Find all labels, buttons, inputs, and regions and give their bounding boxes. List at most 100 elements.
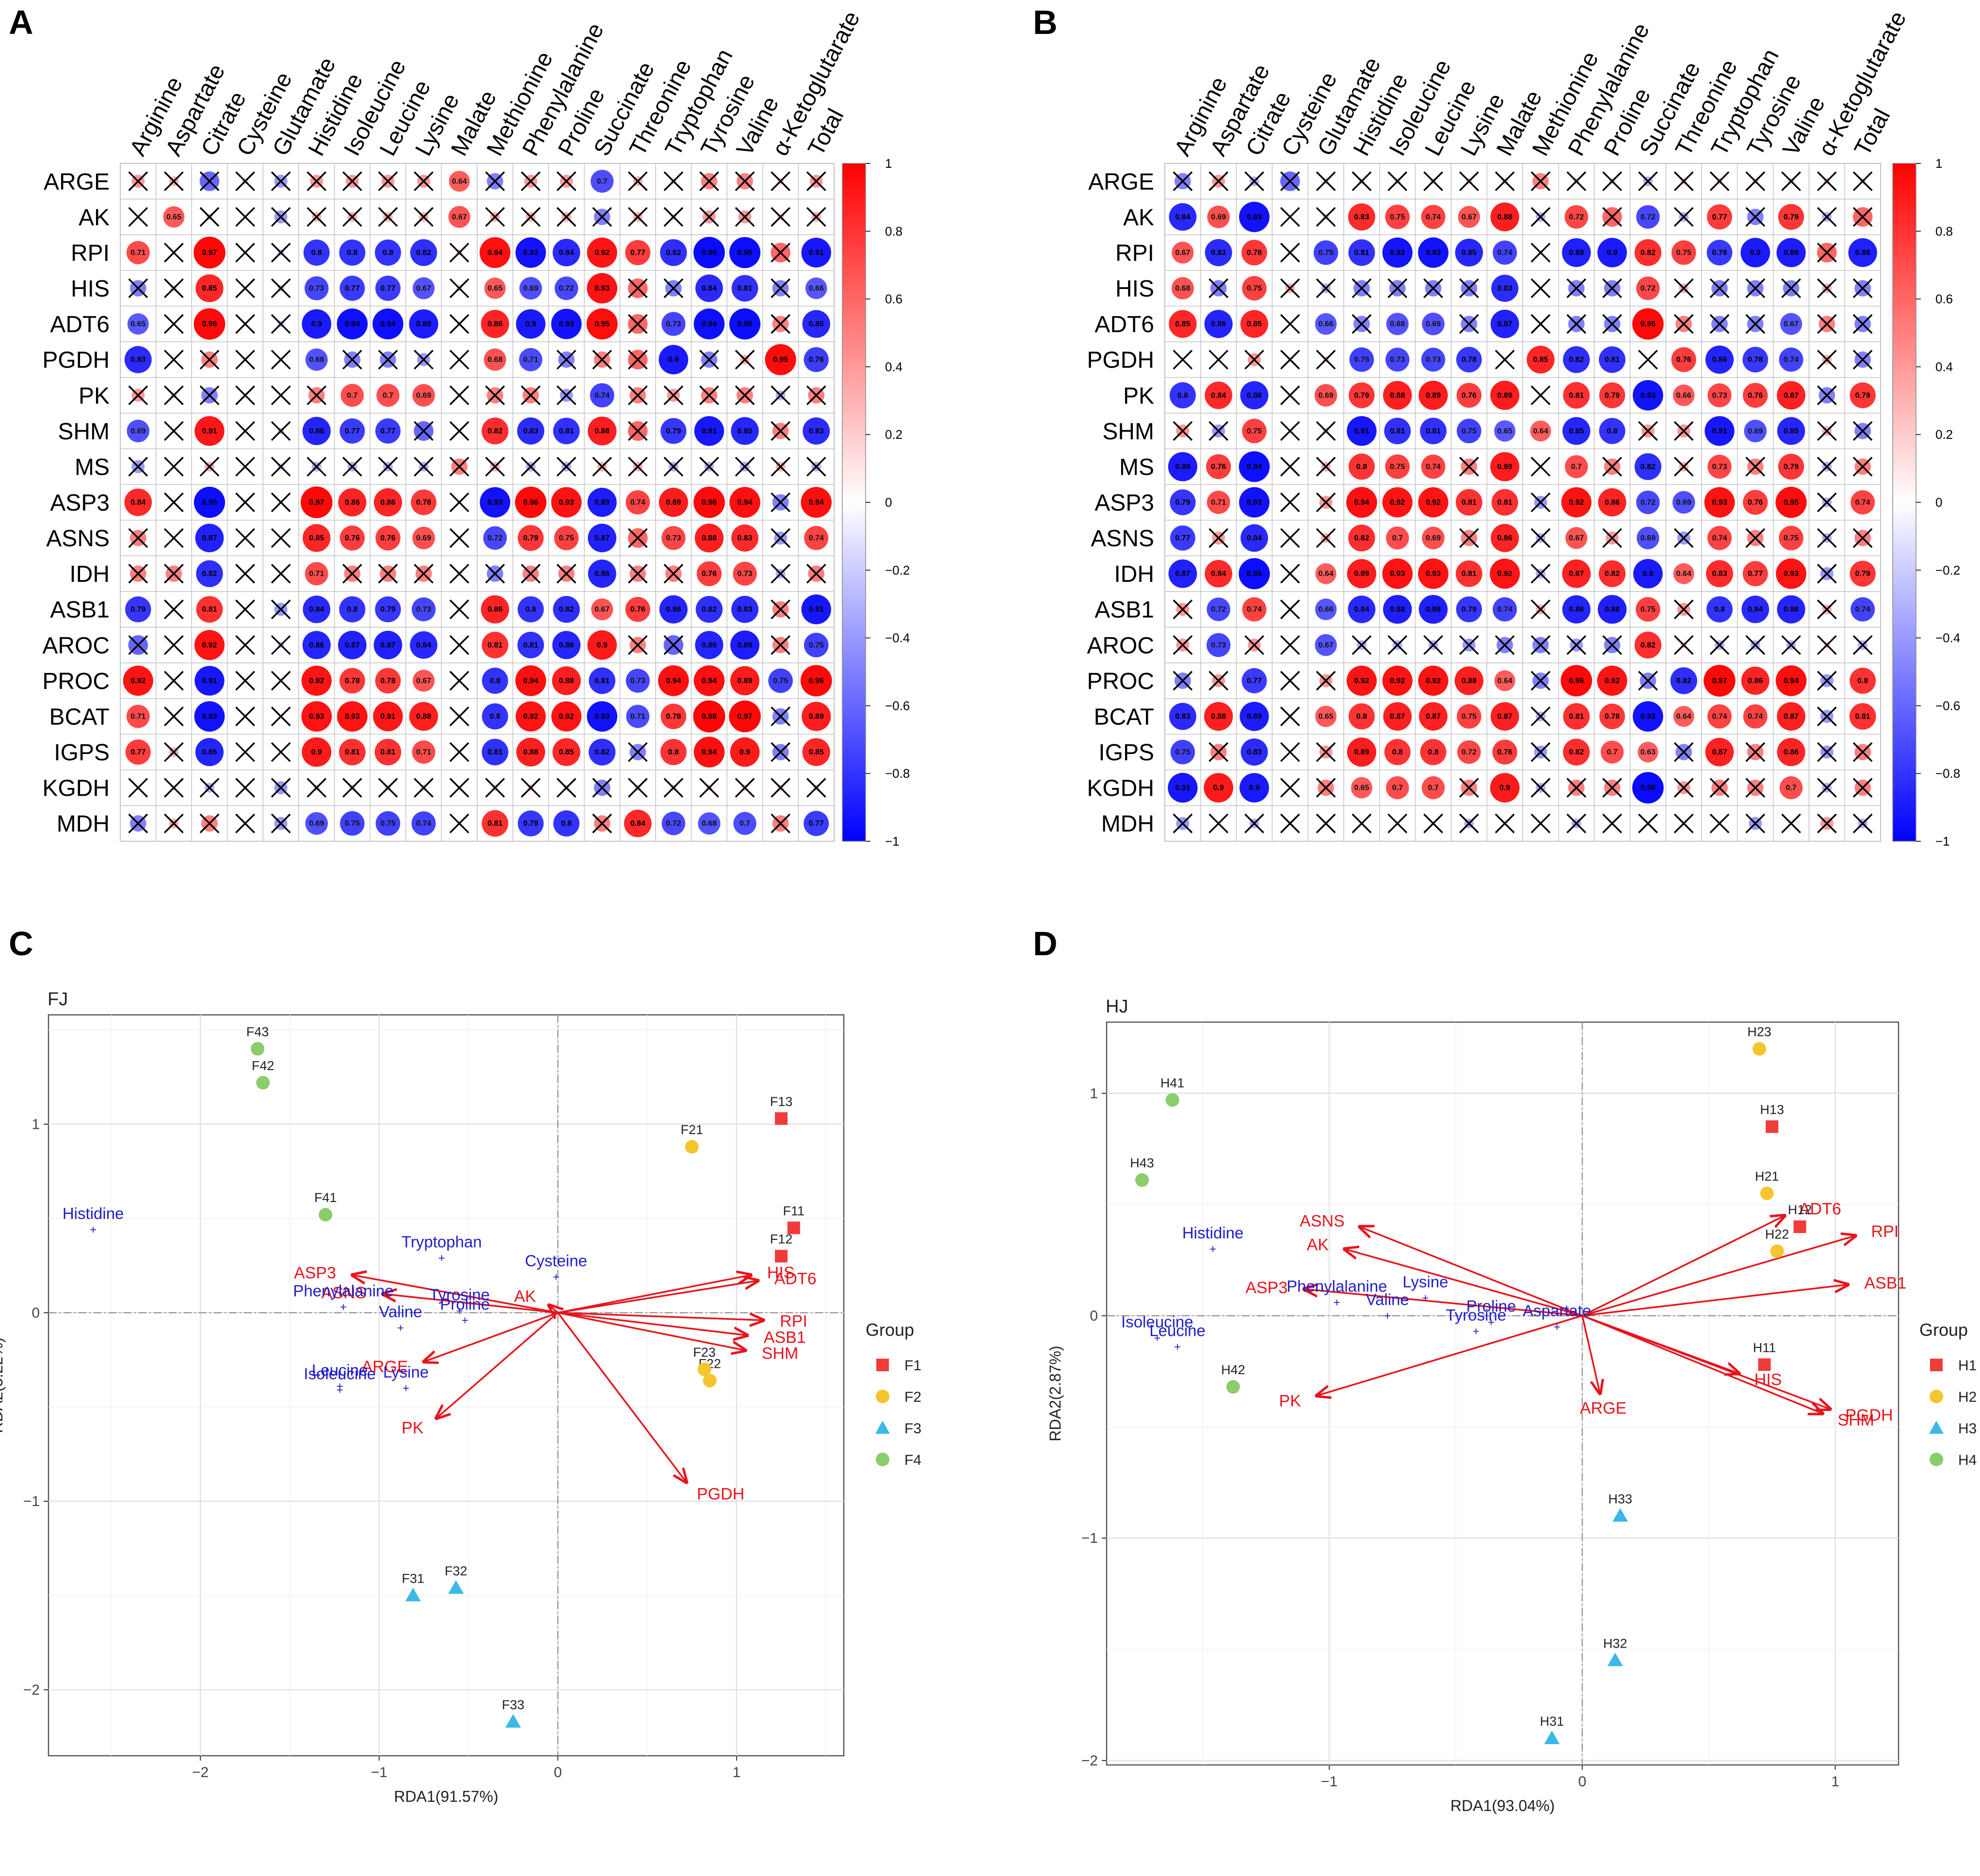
- correlation-circle: [660, 739, 687, 766]
- correlation-value: 0.67: [1462, 213, 1477, 221]
- correlation-value: 0.79: [1175, 498, 1190, 507]
- sample-square: [1793, 1220, 1806, 1233]
- correlation-circle: [659, 595, 688, 624]
- sample-triangle: [405, 1587, 421, 1602]
- correlation-circle: [1315, 563, 1336, 584]
- insignificant-cross: [735, 457, 755, 477]
- correlation-circle: [1169, 703, 1196, 730]
- colorbar-tick-label: 0.4: [885, 359, 902, 374]
- correlation-value: 0.7: [1392, 784, 1403, 792]
- correlation-value: 0.7: [1428, 784, 1438, 792]
- correlation-circle: [1706, 596, 1733, 623]
- insignificant-cross: [449, 278, 469, 298]
- x-axis-label: RDA1(93.04%): [1450, 1797, 1555, 1814]
- correlation-value: 0.76: [702, 570, 717, 578]
- variable-marker: +: [337, 1380, 343, 1393]
- correlation-value: 0.65: [1319, 712, 1334, 721]
- correlation-value: 0.75: [1354, 356, 1369, 364]
- correlation-circle: [1313, 240, 1338, 265]
- colorbar-tick-label: −1: [1935, 834, 1950, 849]
- correlation-value: 0.82: [559, 606, 574, 614]
- colorbar-tick-label: 1: [885, 156, 892, 171]
- insignificant-cross: [1530, 171, 1551, 192]
- correlation-value: 0.69: [309, 819, 324, 828]
- insignificant-cross: [449, 242, 469, 263]
- variable-label: Phenylalanine: [293, 1282, 393, 1300]
- correlation-circle: [1458, 206, 1480, 228]
- sample-label: H12: [1788, 1203, 1812, 1217]
- y-tick-label: 0: [1090, 1308, 1098, 1324]
- sample-circle: [1226, 1380, 1240, 1394]
- correlation-circle: [1383, 595, 1412, 624]
- insignificant-cross: [1745, 778, 1766, 798]
- correlation-value: 0.96: [523, 498, 538, 507]
- insignificant-cross: [771, 742, 790, 762]
- correlation-circle: [693, 486, 725, 518]
- correlation-value: 0.9: [311, 320, 322, 328]
- y-tick-label: −1: [23, 1493, 40, 1509]
- correlation-value: 0.72: [559, 285, 574, 293]
- correlation-value: 0.88: [523, 748, 538, 756]
- insignificant-cross: [1602, 635, 1622, 655]
- insignificant-cross: [1316, 813, 1336, 834]
- correlation-circle: [1207, 633, 1231, 657]
- insignificant-cross: [699, 171, 719, 192]
- correlation-circle: [480, 487, 511, 518]
- correlation-circle: [1850, 382, 1876, 408]
- y-tick-label: −2: [1081, 1753, 1098, 1769]
- correlation-circle: [412, 527, 435, 549]
- sample-label: F41: [314, 1190, 337, 1205]
- correlation-value: 0.73: [1712, 463, 1727, 471]
- row-label: PGDH: [1087, 348, 1154, 373]
- correlation-value: 0.69: [130, 427, 145, 435]
- insignificant-cross: [449, 350, 469, 370]
- insignificant-cross: [1530, 563, 1551, 584]
- correlation-circle: [729, 308, 761, 340]
- row-label: MS: [75, 454, 110, 480]
- row-label: KGDH: [42, 776, 110, 802]
- correlation-circle: [303, 239, 330, 266]
- insignificant-cross: [1674, 778, 1694, 798]
- correlation-value: 0.9: [596, 641, 607, 649]
- correlation-circle: [1418, 381, 1448, 410]
- row-label: RPI: [1115, 241, 1154, 266]
- correlation-circle: [1347, 559, 1376, 589]
- legend-entry-label: F2: [904, 1389, 921, 1405]
- correlation-value: 0.8: [1177, 391, 1188, 400]
- correlation-value: 0.89: [1426, 391, 1441, 400]
- correlation-circle: [1779, 347, 1803, 372]
- insignificant-cross: [735, 207, 755, 227]
- correlation-circle: [1634, 239, 1661, 266]
- insignificant-cross: [699, 207, 719, 227]
- correlation-value: 0.95: [737, 249, 752, 257]
- insignificant-cross: [449, 635, 469, 655]
- correlation-value: 0.78: [1748, 356, 1763, 364]
- legend-key-triangle: [1929, 1421, 1944, 1434]
- insignificant-cross: [1852, 528, 1873, 548]
- correlation-circle: [1705, 345, 1734, 374]
- correlation-value: 0.89: [737, 641, 752, 649]
- correlation-value: 0.79: [1855, 391, 1870, 400]
- correlation-circle: [1706, 560, 1733, 588]
- correlation-value: 0.93: [1641, 391, 1656, 400]
- correlation-value: 0.91: [1175, 784, 1190, 792]
- correlation-circle: [412, 740, 435, 764]
- insignificant-cross: [164, 635, 184, 655]
- vector-label: ADT6: [774, 1270, 817, 1288]
- insignificant-cross: [628, 207, 648, 227]
- correlation-circle: [1851, 490, 1875, 514]
- correlation-value: 0.7: [740, 819, 750, 828]
- correlation-circle: [194, 701, 225, 732]
- insignificant-cross: [628, 528, 648, 548]
- correlation-circle: [590, 170, 614, 193]
- correlation-circle: [1706, 240, 1733, 266]
- correlation-value: 0.87: [1712, 748, 1727, 756]
- insignificant-cross: [1852, 350, 1873, 370]
- correlation-value: 0.73: [1211, 641, 1226, 649]
- correlation-circle: [1169, 310, 1197, 338]
- vector-label: RPI: [1871, 1222, 1899, 1241]
- correlation-value: 0.75: [773, 677, 788, 685]
- correlation-circle: [339, 418, 365, 444]
- correlation-circle: [1240, 773, 1269, 803]
- correlation-value: 0.78: [416, 498, 431, 507]
